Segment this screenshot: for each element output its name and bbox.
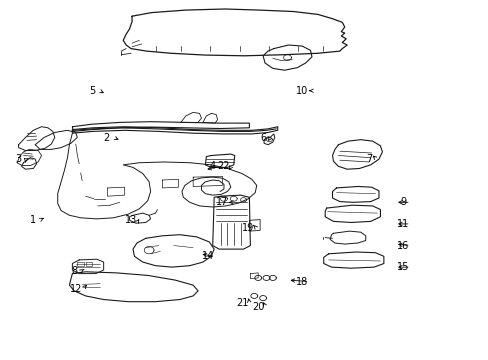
Text: 7: 7: [366, 154, 371, 164]
Text: 18: 18: [295, 276, 308, 287]
Text: 16: 16: [396, 240, 409, 251]
Text: 11: 11: [396, 219, 409, 229]
Text: 5: 5: [89, 86, 95, 96]
Text: 3: 3: [16, 154, 21, 164]
Text: 6: 6: [260, 132, 265, 143]
Text: 13: 13: [124, 215, 137, 225]
Text: 9: 9: [400, 197, 406, 207]
Text: 17: 17: [216, 197, 228, 207]
Text: 15: 15: [396, 262, 409, 272]
Text: 10: 10: [295, 86, 308, 96]
Text: 21: 21: [235, 298, 248, 308]
Text: 14: 14: [201, 251, 214, 261]
Text: 2: 2: [103, 132, 109, 143]
Text: 19: 19: [242, 222, 254, 233]
Text: 4: 4: [209, 161, 215, 171]
Text: 12: 12: [69, 284, 82, 294]
Text: 1: 1: [30, 215, 36, 225]
Text: 8: 8: [71, 266, 77, 276]
Text: 20: 20: [251, 302, 264, 312]
Text: 22: 22: [217, 161, 230, 171]
